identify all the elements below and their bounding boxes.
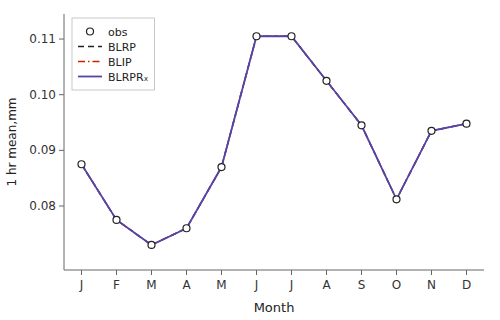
x-tick bbox=[116, 270, 117, 275]
x-tick-label: S bbox=[358, 278, 366, 292]
legend: obs BLRP BLIP BLRPRₓ bbox=[72, 18, 154, 90]
data-point bbox=[323, 77, 330, 84]
x-tick-label: M bbox=[146, 278, 156, 292]
x-tick-label: F bbox=[113, 278, 120, 292]
x-tick bbox=[221, 270, 222, 275]
y-axis-label: 1 hr mean,mm bbox=[5, 97, 19, 186]
y-tick-label: 0.11 bbox=[29, 32, 56, 46]
data-point bbox=[183, 225, 190, 232]
x-tick-label: A bbox=[322, 278, 331, 292]
x-tick bbox=[326, 270, 327, 275]
y-tick bbox=[59, 94, 64, 95]
x-tick bbox=[396, 270, 397, 275]
data-point bbox=[288, 33, 295, 40]
x-axis-line bbox=[64, 270, 484, 271]
legend-label: BLRPRₓ bbox=[108, 71, 149, 84]
x-tick-label: J bbox=[289, 278, 294, 292]
legend-frame bbox=[72, 18, 154, 90]
x-axis-label: Month bbox=[254, 300, 295, 315]
legend-label: BLRP bbox=[108, 41, 136, 54]
y-tick-label: 0.08 bbox=[29, 199, 56, 213]
x-tick-label: A bbox=[182, 278, 191, 292]
x-tick bbox=[361, 270, 362, 275]
x-tick bbox=[466, 270, 467, 275]
legend-swatch bbox=[78, 46, 102, 48]
data-point bbox=[393, 196, 400, 203]
x-tick-label: M bbox=[216, 278, 226, 292]
x-tick-label: O bbox=[392, 278, 401, 292]
legend-swatch bbox=[87, 28, 94, 35]
x-tick bbox=[291, 270, 292, 275]
data-point bbox=[358, 122, 365, 129]
data-point bbox=[428, 127, 435, 134]
x-tick bbox=[151, 270, 152, 275]
y-tick-label: 0.09 bbox=[29, 143, 56, 157]
legend-label: obs bbox=[108, 26, 128, 39]
y-tick bbox=[59, 206, 64, 207]
y-axis-line bbox=[64, 14, 65, 270]
x-tick-label: J bbox=[79, 278, 84, 292]
data-point bbox=[218, 164, 225, 171]
y-tick bbox=[59, 150, 64, 151]
x-tick bbox=[256, 270, 257, 275]
x-tick bbox=[431, 270, 432, 275]
data-point bbox=[113, 216, 120, 223]
x-tick-label: D bbox=[462, 278, 471, 292]
x-tick-label: N bbox=[427, 278, 436, 292]
data-point bbox=[253, 33, 260, 40]
data-point bbox=[148, 241, 155, 248]
data-point bbox=[78, 161, 85, 168]
y-tick bbox=[59, 39, 64, 40]
x-tick bbox=[186, 270, 187, 275]
data-point bbox=[463, 120, 470, 127]
y-tick-label: 0.10 bbox=[29, 88, 56, 102]
legend-swatch bbox=[78, 76, 102, 78]
legend-label: BLIP bbox=[108, 56, 132, 69]
x-tick-label: J bbox=[254, 278, 259, 292]
x-tick bbox=[81, 270, 82, 275]
chart: 0.08 0.09 0.10 0.11 J F M A M J J A S O N D Month 1 hr me… bbox=[0, 0, 500, 320]
legend-swatch bbox=[78, 61, 102, 63]
